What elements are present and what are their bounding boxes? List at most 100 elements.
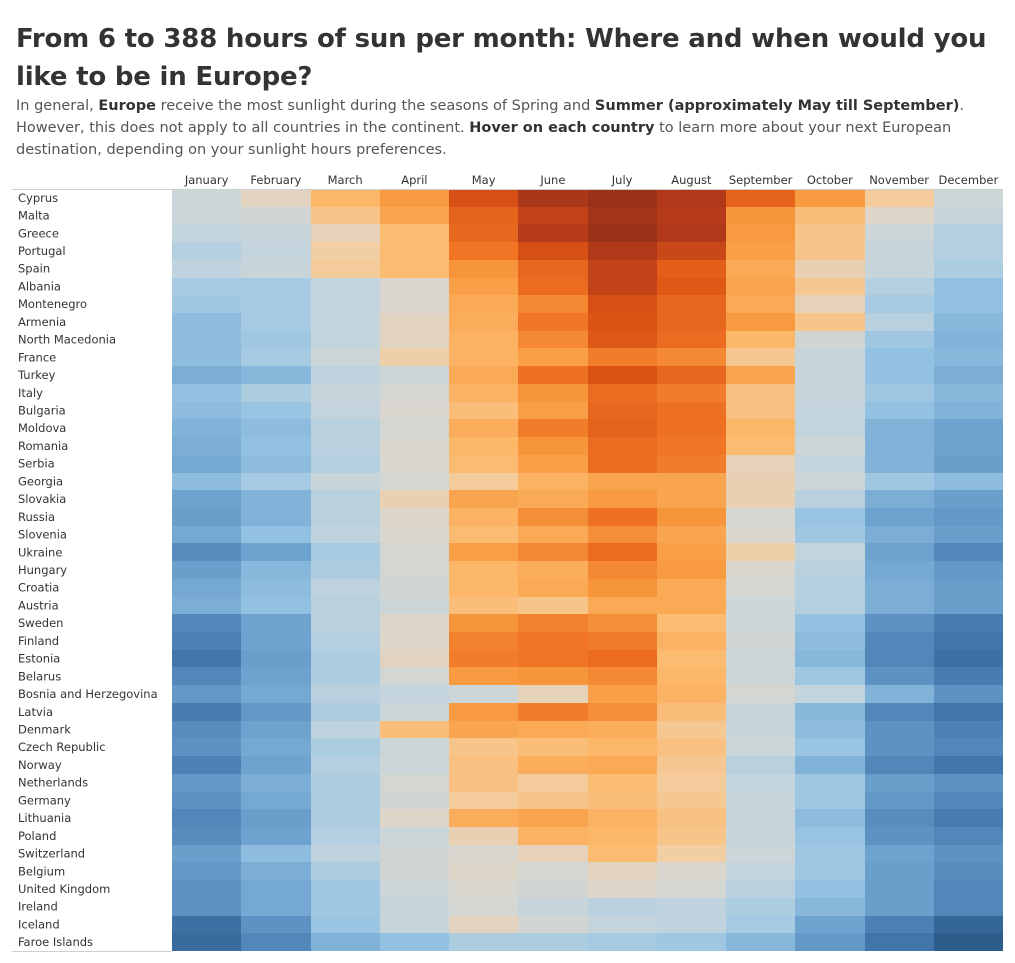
heatmap-cell[interactable]: France – December: 90 h (934, 348, 1003, 366)
heatmap-cell[interactable]: United Kingdom – October: 100 h (795, 880, 865, 898)
heatmap-cell[interactable]: Lithuania – December: 35 h (934, 809, 1003, 827)
heatmap-cell[interactable]: Georgia – August: 250 h (657, 473, 726, 490)
heatmap-cell[interactable]: Norway – July: 245 h (588, 756, 657, 774)
heatmap-cell[interactable]: Norway – February: 70 h (241, 756, 311, 774)
heatmap-cell[interactable]: Russia – February: 85 h (241, 508, 311, 526)
heatmap-cell[interactable]: North Macedonia – February: 110 h (241, 331, 311, 348)
heatmap-cell[interactable]: Malta – April: 250 h (380, 207, 449, 224)
heatmap-cell[interactable]: Romania – June: 265 h (518, 437, 588, 455)
heatmap-cell[interactable]: Croatia – May: 230 h (449, 579, 518, 597)
heatmap-cell[interactable]: Portugal – August: 340 h (657, 242, 726, 260)
heatmap-cell[interactable]: Germany – April: 155 h (380, 792, 449, 809)
heatmap-cell[interactable]: Hungary – July: 275 h (588, 561, 657, 579)
heatmap-cell[interactable]: Slovenia – January: 75 h (172, 526, 241, 543)
heatmap-cell[interactable]: Denmark – November: 55 h (865, 721, 934, 738)
heatmap-cell[interactable]: Lithuania – September: 145 h (726, 809, 795, 827)
heatmap-cell[interactable]: Albania – November: 125 h (865, 278, 934, 295)
heatmap-cell[interactable]: Ireland – November: 65 h (865, 898, 934, 916)
heatmap-cell[interactable]: Austria – February: 100 h (241, 597, 311, 614)
heatmap-cell[interactable]: Georgia – June: 235 h (518, 473, 588, 490)
heatmap-cell[interactable]: Croatia – August: 245 h (657, 579, 726, 597)
heatmap-cell[interactable]: Finland – May: 280 h (449, 632, 518, 650)
heatmap-cell[interactable]: Ireland – January: 55 h (172, 898, 241, 916)
heatmap-cell[interactable]: Montenegro – July: 330 h (588, 295, 657, 313)
heatmap-cell[interactable]: Spain – June: 305 h (518, 260, 588, 278)
heatmap-cell[interactable]: Serbia – July: 300 h (588, 455, 657, 473)
heatmap-cell[interactable]: Netherlands – February: 80 h (241, 774, 311, 792)
heatmap-cell[interactable]: Bulgaria – September: 215 h (726, 402, 795, 419)
heatmap-cell[interactable]: Germany – May: 200 h (449, 792, 518, 809)
heatmap-cell[interactable]: Croatia – March: 135 h (311, 579, 380, 597)
heatmap-cell[interactable]: Moldova – December: 70 h (934, 419, 1003, 437)
heatmap-cell[interactable]: France – August: 275 h (657, 348, 726, 366)
heatmap-cell[interactable]: Moldova – August: 295 h (657, 419, 726, 437)
heatmap-cell[interactable]: Iceland – January: 25 h (172, 916, 241, 933)
heatmap-cell[interactable]: Slovenia – November: 80 h (865, 526, 934, 543)
heatmap-cell[interactable]: Bulgaria – February: 105 h (241, 402, 311, 419)
heatmap-cell[interactable]: Montenegro – October: 180 h (795, 295, 865, 313)
heatmap-cell[interactable]: Russia – June: 270 h (518, 508, 588, 526)
heatmap-cell[interactable]: Moldova – April: 160 h (380, 419, 449, 437)
heatmap-cell[interactable]: Czech Republic – July: 230 h (588, 738, 657, 756)
heatmap-cell[interactable]: Ukraine – May: 255 h (449, 543, 518, 561)
heatmap-cell[interactable]: Czech Republic – August: 215 h (657, 738, 726, 756)
heatmap-cell[interactable]: Norway – August: 205 h (657, 756, 726, 774)
heatmap-cell[interactable]: Faroe Islands – May: 120 h (449, 933, 518, 951)
heatmap-cell[interactable]: Latvia – October: 90 h (795, 703, 865, 721)
heatmap-cell[interactable]: Spain – March: 200 h (311, 260, 380, 278)
heatmap-cell[interactable]: Slovakia – March: 130 h (311, 490, 380, 508)
heatmap-cell[interactable]: Spain – November: 145 h (865, 260, 934, 278)
heatmap-cell[interactable]: Poland – April: 150 h (380, 827, 449, 845)
heatmap-cell[interactable]: Finland – December: 30 h (934, 632, 1003, 650)
heatmap-cell[interactable]: Czech Republic – October: 105 h (795, 738, 865, 756)
heatmap-cell[interactable]: Switzerland – April: 155 h (380, 845, 449, 862)
heatmap-cell[interactable]: Russia – November: 70 h (865, 508, 934, 526)
heatmap-cell[interactable]: Russia – January: 65 h (172, 508, 241, 526)
heatmap-cell[interactable]: Romania – May: 230 h (449, 437, 518, 455)
heatmap-cell[interactable]: Spain – February: 145 h (241, 260, 311, 278)
heatmap-cell[interactable]: Cyprus – November: 200 h (865, 189, 934, 207)
heatmap-cell[interactable]: Lithuania – October: 95 h (795, 809, 865, 827)
heatmap-cell[interactable]: Hungary – May: 230 h (449, 561, 518, 579)
heatmap-cell[interactable]: Spain – May: 265 h (449, 260, 518, 278)
heatmap-cell[interactable]: Belgium – November: 65 h (865, 862, 934, 880)
heatmap-cell[interactable]: Ireland – April: 145 h (380, 898, 449, 916)
heatmap-cell[interactable]: Italy – April: 160 h (380, 384, 449, 402)
heatmap-cell[interactable]: Estonia – August: 225 h (657, 650, 726, 667)
heatmap-cell[interactable]: Ukraine – January: 50 h (172, 543, 241, 561)
heatmap-cell[interactable]: Belgium – March: 120 h (311, 862, 380, 880)
heatmap-cell[interactable]: Austria – November: 80 h (865, 597, 934, 614)
heatmap-cell[interactable]: Cyprus – October: 260 h (795, 189, 865, 207)
heatmap-cell[interactable]: Slovakia – May: 250 h (449, 490, 518, 508)
heatmap-cell[interactable]: Belarus – September: 150 h (726, 667, 795, 685)
heatmap-cell[interactable]: Iceland – December: 15 h (934, 916, 1003, 933)
heatmap-cell[interactable]: Latvia – January: 35 h (172, 703, 241, 721)
heatmap-cell[interactable]: Greece – November: 150 h (865, 224, 934, 242)
heatmap-cell[interactable]: Portugal – March: 195 h (311, 242, 380, 260)
heatmap-cell[interactable]: United Kingdom – April: 150 h (380, 880, 449, 898)
heatmap-cell[interactable]: France – January: 95 h (172, 348, 241, 366)
heatmap-cell[interactable]: Bosnia and Herzegovina – January: 60 h (172, 685, 241, 703)
heatmap-cell[interactable]: Iceland – April: 145 h (380, 916, 449, 933)
heatmap-cell[interactable]: Malta – September: 265 h (726, 207, 795, 224)
heatmap-cell[interactable]: Turkey – February: 90 h (241, 366, 311, 384)
heatmap-cell[interactable]: Italy – September: 215 h (726, 384, 795, 402)
heatmap-cell[interactable]: Turkey – May: 245 h (449, 366, 518, 384)
heatmap-cell[interactable]: Ireland – December: 45 h (934, 898, 1003, 916)
heatmap-cell[interactable]: Belarus – August: 230 h (657, 667, 726, 685)
heatmap-cell[interactable]: Ukraine – November: 70 h (865, 543, 934, 561)
heatmap-cell[interactable]: Sweden – February: 70 h (241, 614, 311, 632)
heatmap-cell[interactable]: Cyprus – May: 330 h (449, 189, 518, 207)
heatmap-cell[interactable]: Estonia – April: 175 h (380, 650, 449, 667)
heatmap-cell[interactable]: Netherlands – January: 60 h (172, 774, 241, 792)
heatmap-cell[interactable]: Serbia – March: 125 h (311, 455, 380, 473)
heatmap-cell[interactable]: Italy – November: 110 h (865, 384, 934, 402)
heatmap-cell[interactable]: Portugal – December: 125 h (934, 242, 1003, 260)
heatmap-cell[interactable]: Norway – June: 240 h (518, 756, 588, 774)
heatmap-cell[interactable]: Ireland – May: 160 h (449, 898, 518, 916)
heatmap-cell[interactable]: Iceland – November: 40 h (865, 916, 934, 933)
heatmap-cell[interactable]: Portugal – May: 290 h (449, 242, 518, 260)
heatmap-cell[interactable]: Norway – April: 150 h (380, 756, 449, 774)
heatmap-cell[interactable]: Montenegro – May: 245 h (449, 295, 518, 313)
heatmap-cell[interactable]: Bulgaria – December: 85 h (934, 402, 1003, 419)
